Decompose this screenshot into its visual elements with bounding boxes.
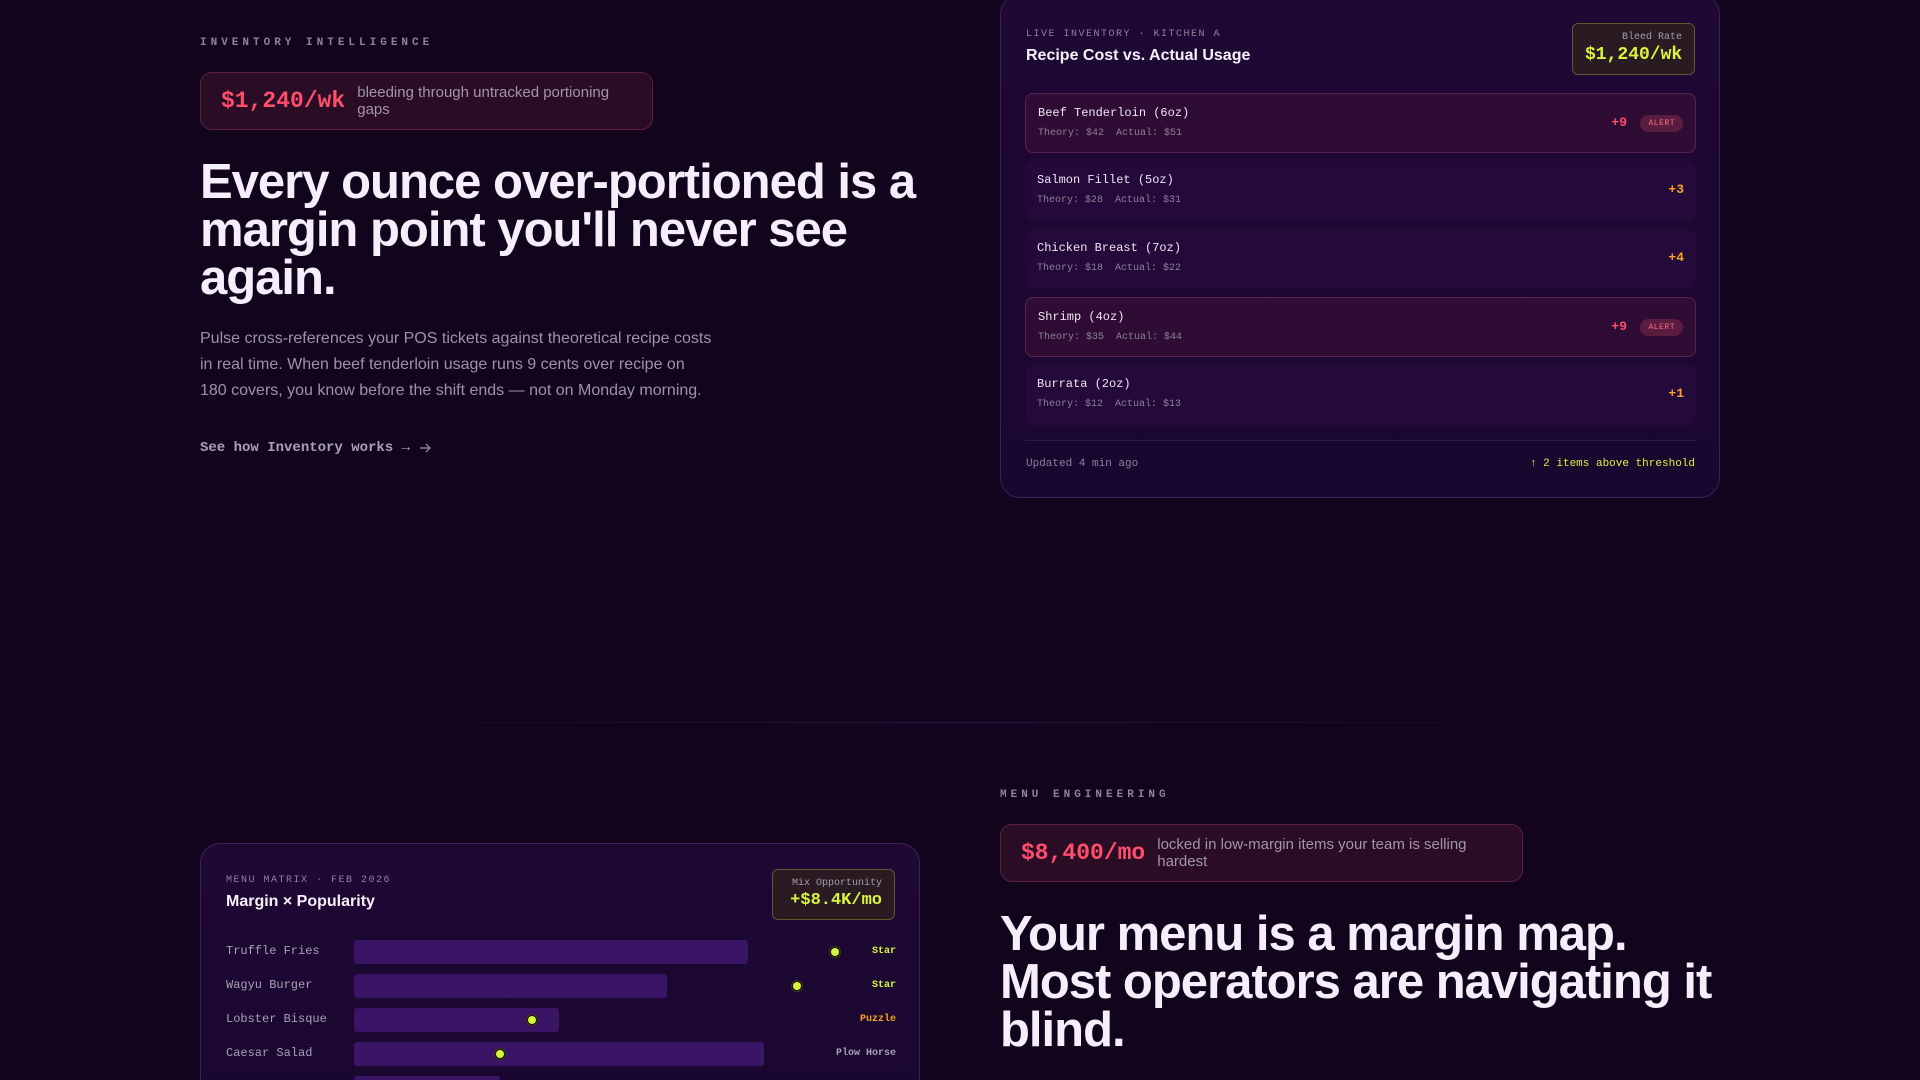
inventory-row[interactable]: Salmon Fillet (5oz) Theory: $28 Actual: $… [1025,161,1696,221]
inventory-item-costs: Theory: $42 Actual: $51 [1038,128,1183,139]
popularity-bar [354,1076,500,1080]
menu-headline-line: Most operators are navigating it [1000,955,1712,1009]
inventory-row[interactable]: Beef Tenderloin (6oz) Theory: $42 Actual:… [1025,93,1696,153]
popularity-bar [354,1008,559,1032]
inventory-item-costs: Theory: $35 Actual: $44 [1038,332,1183,343]
bleed-rate-box: Bleed Rate $1,240/wk [1572,23,1695,75]
inventory-item-costs: Theory: $12 Actual: $13 [1037,399,1182,410]
inventory-headline-line: margin point you'll never see [200,203,848,257]
inventory-cta-label: See how Inventory works → [200,440,411,456]
alert-badge: ALERT [1640,115,1683,132]
matrix-list: Truffle Fries Star Wagyu Burger Star Lobster… [226,940,896,1080]
mix-opportunity-label: Mix Opportunity [791,878,882,889]
margin-dot [495,1049,505,1059]
inventory-headline: Every ounce over-portioned is a margin p… [200,155,920,305]
mix-opportunity-value: +$8.4K/mo [790,891,882,910]
bleed-rate-value: $1,240/wk [1585,45,1683,65]
margin-dot [830,947,840,957]
matrix-item-name: Lobster Bisque [226,1012,327,1026]
matrix-quadrant-tag: Puzzle [859,1014,896,1025]
menu-bleed-text: locked in low-margin items your team is … [1157,836,1467,870]
matrix-row[interactable]: Caesar Salad Plow Horse [226,1042,896,1066]
matrix-row[interactable] [226,1076,896,1080]
matrix-item-name: Truffle Fries [226,944,320,958]
matrix-quadrant-tag: Plow Horse [835,1048,896,1059]
inventory-body: Pulse cross-references your POS tickets … [200,326,760,404]
inventory-bleed-amount: $1,240/wk [221,88,346,114]
matrix-row[interactable]: Lobster Bisque Puzzle [226,1008,896,1032]
inventory-item-delta: +3 [1668,182,1684,197]
alert-badge: ALERT [1640,319,1683,336]
inventory-list: Beef Tenderloin (6oz) Theory: $42 Actual:… [1025,93,1696,433]
menu-headline: Your menu is a margin map. Most operator… [1000,907,1760,1057]
matrix-quadrant-tag: Star [871,946,896,957]
inventory-headline-line: Every ounce over-portioned is a [200,155,916,209]
inventory-item-name: Beef Tenderloin (6oz) [1038,106,1190,120]
popularity-bar [354,940,748,964]
margin-dot [527,1015,537,1025]
inventory-cta-link[interactable]: See how Inventory works → [200,440,432,456]
inventory-item-delta: +9 [1611,319,1627,334]
arrow-right-icon [420,443,432,453]
margin-dot [792,981,802,991]
menu-bleed-pill: $8,400/mo locked in low-margin items you… [1000,824,1523,882]
matrix-card-kicker: MENU MATRIX · FEB 2026 [226,875,392,886]
inventory-eyebrow: INVENTORY INTELLIGENCE [200,37,434,49]
inventory-item-name: Burrata (2oz) [1037,377,1131,391]
bleed-rate-label: Bleed Rate [1621,32,1682,43]
matrix-row[interactable]: Truffle Fries Star [226,940,896,964]
matrix-quadrant-tag: Star [871,980,896,991]
popularity-bar [354,1042,764,1066]
inventory-body-line: 180 covers, you know before the shift en… [200,382,702,399]
inventory-item-delta: +4 [1668,250,1684,265]
inventory-item-name: Salmon Fillet (5oz) [1037,173,1174,187]
inventory-row[interactable]: Chicken Breast (7oz) Theory: $18 Actual: … [1025,229,1696,289]
matrix-card-title: Margin × Popularity [226,893,375,910]
mix-opportunity-box: Mix Opportunity +$8.4K/mo [772,869,895,920]
inventory-card-title: Recipe Cost vs. Actual Usage [1026,47,1251,64]
inventory-headline-line: again. [200,251,337,305]
inventory-bleed-pill: $1,240/wk bleeding through untracked por… [200,72,653,130]
matrix-item-name: Wagyu Burger [226,978,313,992]
menu-eyebrow: MENU ENGINEERING [1000,789,1170,801]
inventory-body-line: Pulse cross-references your POS tickets … [200,330,712,347]
inventory-item-costs: Theory: $18 Actual: $22 [1037,263,1182,274]
threshold-status: ↑ 2 items above threshold [1529,458,1695,470]
inventory-item-name: Chicken Breast (7oz) [1037,241,1182,255]
matrix-row[interactable]: Wagyu Burger Star [226,974,896,998]
inventory-row[interactable]: Burrata (2oz) Theory: $12 Actual: $13 +1 [1025,365,1696,425]
inventory-item-name: Shrimp (4oz) [1038,310,1125,324]
popularity-bar [354,974,667,998]
inventory-item-delta: +9 [1611,115,1627,130]
inventory-bleed-text: bleeding through untracked portioning ga… [357,84,610,118]
inventory-card-kicker: LIVE INVENTORY · KITCHEN A [1026,29,1222,40]
section-divider [0,722,1920,723]
menu-headline-line: Your menu is a margin map. [1000,907,1628,961]
menu-matrix-card: MENU MATRIX · FEB 2026 Margin × Populari… [200,843,920,1080]
inventory-item-delta: +1 [1668,386,1684,401]
inventory-item-costs: Theory: $28 Actual: $31 [1037,195,1182,206]
menu-headline-line: blind. [1000,1003,1126,1057]
inventory-body-line: in real time. When beef tenderloin usage… [200,356,685,373]
inventory-card: LIVE INVENTORY · KITCHEN A Recipe Cost v… [1000,0,1720,498]
menu-bleed-amount: $8,400/mo [1021,840,1146,866]
inventory-row[interactable]: Shrimp (4oz) Theory: $35 Actual: $44 +9 ALE… [1025,297,1696,357]
card-divider [1025,440,1696,441]
matrix-item-name: Caesar Salad [226,1046,313,1060]
updated-timestamp: Updated 4 min ago [1026,458,1139,470]
